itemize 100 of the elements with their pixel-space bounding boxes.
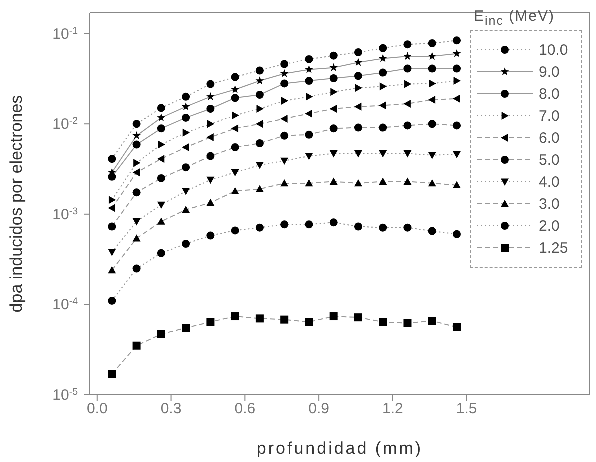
- point: [231, 187, 240, 195]
- point: [330, 218, 338, 227]
- point: [134, 159, 141, 168]
- point: [354, 58, 363, 66]
- point: [157, 155, 165, 164]
- point: [108, 155, 116, 164]
- point: [452, 36, 461, 45]
- y-tick-label: 10$^{-4}$: [52, 296, 79, 314]
- point: [452, 122, 461, 130]
- point: [305, 110, 312, 118]
- point: [132, 342, 141, 350]
- point: [182, 206, 190, 214]
- point: [108, 370, 116, 378]
- legend-label: 10.0: [539, 42, 568, 58]
- point: [404, 319, 412, 328]
- point: [452, 64, 461, 73]
- point: [305, 179, 314, 187]
- point: [404, 224, 412, 232]
- point: [231, 144, 240, 152]
- point: [428, 40, 436, 48]
- point: [280, 158, 289, 166]
- point: [157, 249, 166, 258]
- point: [132, 234, 141, 242]
- point: [379, 178, 388, 185]
- point: [354, 150, 362, 158]
- point: [256, 162, 264, 170]
- point: [108, 249, 116, 256]
- point: [256, 76, 264, 85]
- point: [379, 224, 388, 232]
- point: [157, 330, 166, 338]
- point: [428, 179, 436, 187]
- point: [330, 74, 338, 82]
- point: [354, 48, 362, 57]
- point: [132, 264, 141, 273]
- point: [108, 266, 116, 274]
- point: [231, 73, 240, 82]
- point: [206, 198, 215, 206]
- legend-label: 3.0: [539, 196, 560, 212]
- point: [330, 178, 338, 185]
- legend-label: 6.0: [539, 130, 560, 146]
- point: [206, 134, 214, 142]
- point: [379, 124, 388, 132]
- point: [404, 80, 412, 88]
- point: [256, 139, 264, 148]
- point: [108, 204, 116, 212]
- point: [256, 185, 264, 192]
- point: [404, 178, 412, 185]
- point: [452, 323, 461, 332]
- point: [404, 64, 412, 73]
- legend-title: E$_{inc}$ (MeV): [473, 8, 556, 28]
- point: [206, 152, 215, 160]
- x-tick-label: 0.3: [160, 400, 182, 418]
- point: [182, 114, 190, 122]
- point: [428, 64, 436, 73]
- point: [108, 222, 116, 231]
- point: [305, 153, 314, 160]
- point: [158, 140, 166, 149]
- point: [231, 226, 240, 235]
- point: [281, 97, 289, 106]
- point: [379, 102, 386, 110]
- point: [452, 151, 461, 159]
- point: [330, 124, 338, 133]
- point: [404, 122, 412, 130]
- point: [206, 232, 215, 240]
- point: [330, 52, 338, 60]
- legend-label: 4.0: [539, 174, 560, 190]
- point: [404, 40, 412, 49]
- point: [182, 128, 190, 137]
- point: [354, 222, 362, 231]
- point: [182, 144, 190, 152]
- point: [330, 150, 338, 158]
- point: [182, 324, 190, 332]
- legend-label: 1.25: [539, 240, 568, 256]
- point: [379, 318, 388, 326]
- point: [428, 96, 436, 104]
- y-tick-label: 10$^{-2}$: [52, 116, 78, 134]
- point: [132, 132, 141, 140]
- legend-label: 2.0: [539, 218, 560, 234]
- point: [157, 202, 166, 210]
- point: [454, 77, 461, 86]
- point: [108, 196, 116, 204]
- point: [132, 140, 141, 149]
- legend-label: 9.0: [539, 64, 560, 80]
- x-tick-label: 0.0: [86, 400, 108, 418]
- point: [280, 220, 289, 229]
- y-tick-label: 10$^{-1}$: [52, 25, 78, 43]
- point: [132, 120, 141, 128]
- point: [354, 179, 362, 187]
- point: [379, 150, 388, 158]
- point: [231, 169, 240, 177]
- x-tick-label: 0.9: [308, 400, 330, 418]
- point: [256, 66, 264, 75]
- point: [206, 80, 215, 88]
- point: [354, 102, 362, 111]
- x-tick-label: 1.2: [382, 400, 404, 418]
- point: [452, 230, 461, 238]
- point: [404, 100, 411, 108]
- point: [132, 188, 141, 197]
- y-axis-title: dpa inducidos por electrones: [7, 95, 26, 313]
- legend-label: 7.0: [539, 108, 560, 124]
